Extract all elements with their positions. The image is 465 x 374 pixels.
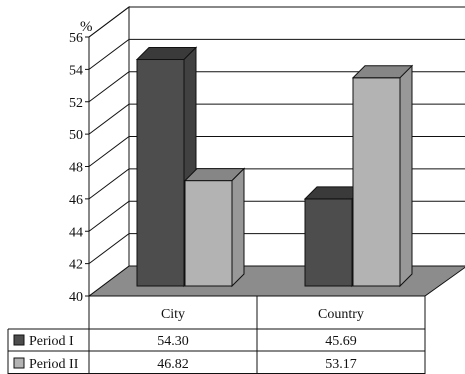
side-gridline (88, 6, 130, 38)
side-gridline (88, 200, 130, 232)
axis-layer: % 40 42 44 46 48 50 52 54 56 (69, 19, 93, 305)
side-gridline (88, 103, 130, 135)
y-tick-label: 52 (69, 96, 83, 111)
y-tick-label: 48 (69, 161, 83, 176)
y-tick-label: 56 (69, 31, 83, 46)
bar-front-face (184, 180, 233, 287)
table-value-cell: 45.69 (325, 334, 357, 349)
bar-front-face (304, 198, 353, 287)
bars-layer (135, 46, 414, 288)
bar-side-face (399, 64, 413, 288)
y-tick-label: 54 (69, 63, 83, 78)
legend-swatch (13, 334, 25, 346)
y-tick-label: 46 (69, 193, 83, 208)
table-value-cell: 46.82 (157, 357, 189, 372)
legend-series-label: Period II (29, 357, 79, 372)
x-category-label: Country (318, 307, 364, 322)
side-gridline (88, 71, 130, 103)
data-table: City Country Period I 54.30 45.69 Period II 46… (7, 296, 426, 374)
y-tick-label: 40 (69, 290, 83, 305)
y-tick-label: 42 (69, 258, 83, 273)
x-category-label: City (161, 307, 185, 322)
bar-front-face (136, 59, 185, 287)
side-gridline (88, 136, 130, 167)
bar-city-2 (183, 167, 246, 288)
table-value-cell: 54.30 (157, 334, 189, 349)
legend-series-label: Period I (29, 334, 74, 349)
table-value-cell: 53.17 (325, 357, 357, 372)
y-unit-label: % (80, 19, 93, 35)
bar-country-2 (351, 64, 414, 288)
bar-front-face (352, 77, 401, 287)
side-gridline (88, 168, 130, 200)
bar-side-face (231, 167, 245, 288)
side-gridline (88, 233, 130, 265)
side-gridline (88, 38, 130, 70)
y-tick-label: 44 (69, 225, 83, 240)
legend-swatch (13, 357, 25, 369)
y-tick-label: 50 (69, 128, 83, 143)
